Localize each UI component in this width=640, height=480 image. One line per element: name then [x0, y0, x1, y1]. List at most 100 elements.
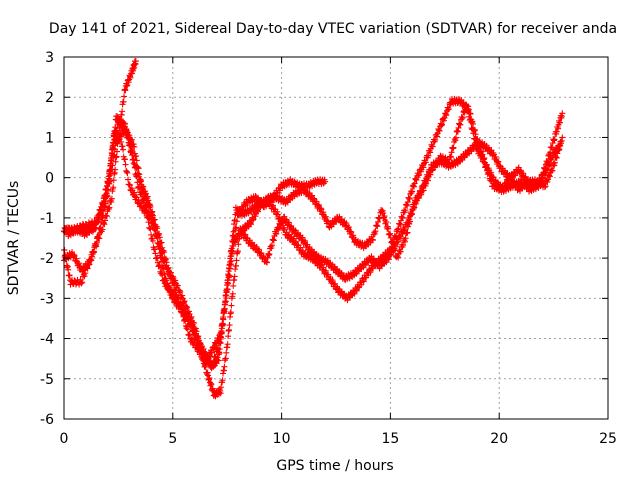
data-point [389, 238, 396, 245]
data-point [329, 277, 336, 284]
data-point [229, 290, 236, 297]
data-point [498, 189, 505, 196]
data-point [508, 174, 515, 181]
data-point [551, 136, 558, 143]
data-point [119, 143, 126, 150]
data-point [158, 239, 165, 246]
data-point [549, 167, 556, 174]
data-point [193, 328, 200, 335]
y-tick-label: -3 [40, 291, 54, 307]
data-point [217, 339, 224, 346]
data-point [427, 149, 434, 156]
data-point [220, 314, 227, 321]
data-point [483, 163, 490, 170]
data-point [177, 301, 184, 308]
data-point [402, 235, 409, 242]
x-tick-label: 25 [599, 431, 617, 447]
data-point [172, 277, 179, 284]
data-point [263, 259, 270, 266]
data-point [548, 144, 555, 151]
data-point [549, 140, 556, 147]
data-point [544, 179, 551, 186]
data-point [224, 341, 231, 348]
data-point [404, 199, 411, 206]
data-point [269, 202, 276, 209]
data-point [420, 164, 427, 171]
data-point [265, 252, 272, 259]
data-point [233, 224, 240, 231]
data-point [480, 156, 487, 163]
data-point [101, 200, 108, 207]
data-point [120, 93, 127, 100]
data-point [456, 120, 463, 127]
data-point [402, 238, 409, 245]
data-point [559, 134, 566, 141]
data-point [225, 271, 232, 278]
data-point [154, 225, 161, 232]
data-point [225, 280, 232, 287]
data-point [110, 155, 117, 162]
data-point [75, 260, 82, 267]
data-point [374, 223, 381, 230]
data-point [174, 282, 181, 289]
data-point [126, 181, 133, 188]
data-point [152, 250, 159, 257]
data-point [148, 231, 155, 238]
data-point [149, 208, 156, 215]
data-point [70, 251, 77, 258]
data-point [211, 353, 218, 360]
data-point [106, 204, 113, 211]
data-point [386, 231, 393, 238]
x-tick-label: 10 [273, 431, 291, 447]
data-point [88, 257, 95, 264]
data-point [142, 191, 149, 198]
y-tick-label: 1 [45, 130, 54, 146]
data-point [185, 308, 192, 315]
data-point [347, 228, 354, 235]
data-point [167, 286, 174, 293]
data-point [160, 277, 167, 284]
data-point [240, 206, 247, 213]
data-point [440, 117, 447, 124]
data-point [183, 303, 190, 310]
data-point [476, 148, 483, 155]
data-point [427, 171, 434, 178]
y-tick-label: -2 [40, 251, 54, 267]
data-point [402, 207, 409, 214]
data-point [387, 234, 394, 241]
x-axis-label: GPS time / hours [276, 458, 393, 474]
data-point [235, 212, 242, 219]
data-point [121, 156, 128, 163]
data-point [457, 121, 464, 128]
data-point [130, 141, 137, 148]
data-point [233, 262, 240, 269]
data-point [185, 332, 192, 339]
data-point [345, 225, 352, 232]
data-point [181, 316, 188, 323]
data-point [230, 282, 237, 289]
data-point [551, 159, 558, 166]
data-point [88, 253, 95, 260]
data-point [454, 128, 461, 135]
data-point [411, 183, 418, 190]
data-point [132, 58, 139, 65]
data-point [147, 203, 154, 210]
data-point [224, 279, 231, 286]
data-point [431, 164, 438, 171]
data-point [148, 209, 155, 216]
data-point [162, 255, 169, 262]
data-point [156, 234, 163, 241]
data-point [181, 298, 188, 305]
data-point [230, 238, 237, 245]
data-point [442, 111, 449, 118]
data-point [218, 384, 225, 391]
data-point [105, 187, 112, 194]
data-point [179, 292, 186, 299]
data-point [399, 231, 406, 238]
data-point [554, 146, 561, 153]
data-point [374, 218, 381, 225]
data-point [277, 222, 284, 229]
data-point [111, 146, 118, 153]
y-tick-label: 0 [45, 171, 54, 187]
data-point [195, 333, 202, 340]
